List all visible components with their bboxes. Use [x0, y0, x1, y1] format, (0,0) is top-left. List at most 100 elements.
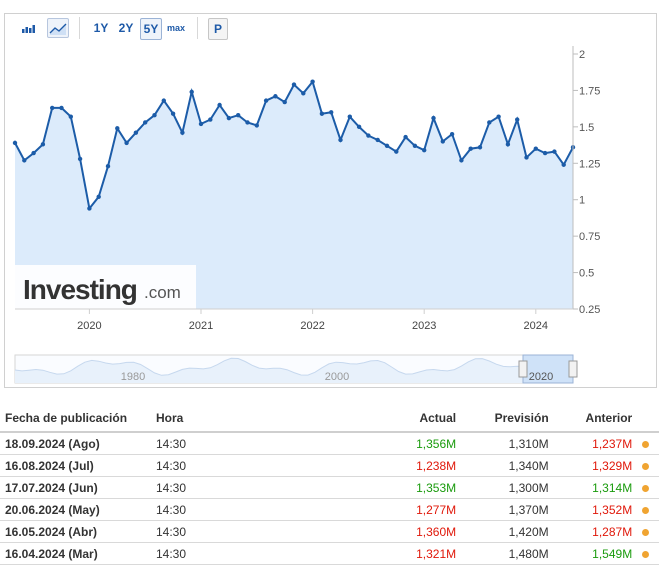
data-point[interactable] [12, 140, 18, 146]
navigator-handle[interactable] [518, 360, 528, 378]
data-point[interactable] [189, 89, 194, 95]
data-point[interactable] [105, 164, 111, 169]
data-point[interactable] [77, 156, 83, 162]
investing-logo: Investing .com [15, 265, 196, 309]
data-point[interactable] [217, 102, 222, 108]
data-point[interactable] [412, 143, 418, 148]
data-point[interactable] [422, 147, 427, 153]
data-point[interactable] [87, 206, 92, 211]
data-point[interactable] [375, 137, 380, 143]
data-point[interactable] [338, 137, 343, 143]
y-tick-label: 1.75 [579, 85, 600, 97]
row-date: 20.06.2024 (May) [0, 498, 154, 521]
data-point[interactable] [329, 110, 334, 115]
data-point[interactable] [505, 142, 511, 147]
data-point[interactable] [115, 126, 120, 131]
data-point[interactable] [263, 98, 269, 103]
range-2y-button[interactable]: 2Y [118, 21, 134, 35]
data-point[interactable] [245, 120, 250, 125]
data-point[interactable] [440, 139, 445, 144]
toolbar-divider [197, 17, 198, 39]
svg-text:.com: .com [144, 283, 181, 302]
data-point[interactable] [282, 99, 287, 105]
data-point[interactable] [273, 94, 278, 99]
header-date: Fecha de publicación [0, 404, 154, 433]
data-point[interactable] [524, 155, 529, 160]
data-point[interactable] [449, 131, 455, 137]
table-header-row: Fecha de publicación Hora Actual Previsi… [0, 404, 659, 433]
data-point[interactable] [254, 123, 259, 128]
data-point[interactable] [319, 111, 325, 116]
data-point[interactable] [477, 145, 483, 150]
data-point[interactable] [208, 117, 213, 122]
data-point[interactable] [552, 149, 557, 154]
data-point[interactable] [384, 143, 390, 148]
data-point[interactable] [515, 117, 520, 122]
data-point[interactable] [487, 120, 492, 125]
data-point[interactable] [68, 114, 74, 119]
data-point[interactable] [356, 124, 362, 130]
data-point[interactable] [22, 158, 27, 163]
y-tick-label: 0.25 [579, 304, 600, 316]
data-point[interactable] [180, 130, 185, 135]
data-point[interactable] [170, 111, 176, 116]
data-point[interactable] [533, 146, 538, 151]
data-point[interactable] [394, 149, 399, 154]
p-button[interactable]: P [208, 18, 228, 40]
data-point[interactable] [542, 150, 548, 156]
data-point[interactable] [291, 82, 297, 87]
table-row: 17.07.2024 (Jun) 14:30 1,353M 1,300M 1,314M [0, 476, 659, 499]
row-previous: 1,549M [548, 542, 633, 565]
line-chart-icon[interactable] [47, 18, 69, 38]
row-previous: 1,287M [548, 520, 633, 543]
x-tick-label: 2021 [189, 320, 213, 332]
data-point[interactable] [561, 162, 566, 167]
y-tick-label: 0.75 [579, 231, 600, 243]
data-point[interactable] [161, 98, 166, 103]
data-point[interactable] [152, 113, 157, 118]
header-time: Hora [153, 404, 265, 433]
y-tick-label: 1.25 [579, 158, 600, 170]
navigator-handle[interactable] [568, 360, 578, 378]
row-previous: 1,352M [548, 498, 633, 521]
line-chart: Investing .com 21.751.51.2510.750.50.25 … [12, 46, 600, 384]
status-dot-icon [642, 440, 650, 448]
header-actual: Actual [265, 404, 457, 433]
x-tick-label: 2022 [300, 320, 324, 332]
row-time: 14:30 [153, 454, 265, 477]
data-point[interactable] [468, 146, 473, 151]
data-point[interactable] [496, 114, 501, 119]
data-point[interactable] [96, 194, 101, 199]
data-point[interactable] [40, 142, 46, 147]
data-point[interactable] [403, 134, 408, 140]
data-point[interactable] [226, 115, 232, 121]
data-point[interactable] [310, 79, 315, 84]
row-actual: 1,356M [265, 432, 457, 455]
data-point[interactable] [143, 120, 148, 125]
header-forecast: Previsión [456, 404, 549, 433]
range-max-button[interactable]: max [166, 23, 185, 33]
data-point[interactable] [301, 91, 306, 96]
data-point[interactable] [31, 150, 36, 156]
data-point[interactable] [59, 105, 64, 111]
data-point[interactable] [236, 113, 241, 118]
data-point[interactable] [431, 115, 436, 121]
data-point[interactable] [459, 158, 464, 163]
data-point[interactable] [124, 140, 129, 146]
row-previous: 1,329M [548, 454, 633, 477]
range-1y-button[interactable]: 1Y [93, 21, 109, 35]
data-point[interactable] [133, 130, 139, 135]
row-date: 17.07.2024 (Jun) [0, 476, 154, 499]
y-tick-label: 0.5 [579, 268, 594, 280]
data-point[interactable] [366, 133, 371, 138]
bar-chart-icon[interactable] [17, 18, 39, 38]
status-dot-icon [642, 462, 650, 470]
data-point[interactable] [50, 105, 55, 111]
x-axis: 2020 2021 2022 2023 2024 [15, 308, 573, 332]
row-forecast: 1,420M [456, 520, 549, 543]
range-5y-button[interactable]: 5Y [140, 18, 162, 40]
data-point[interactable] [198, 121, 204, 127]
data-point[interactable] [347, 114, 352, 119]
svg-text:Investing: Investing [23, 274, 137, 305]
range-navigator[interactable]: 1980 2000 2020 [14, 354, 578, 384]
